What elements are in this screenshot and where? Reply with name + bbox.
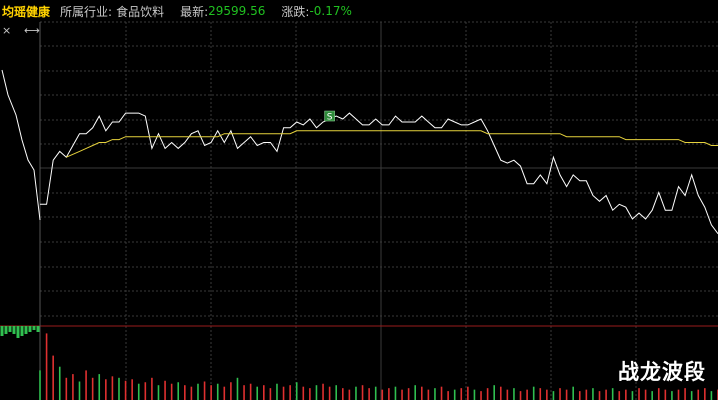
stock-name: 均瑶健康 [2, 4, 51, 19]
latest-label: 最新: [180, 4, 209, 19]
watermark: 战龙波段 [618, 360, 706, 384]
close-icon[interactable]: × [2, 24, 12, 37]
industry-value: 食品饮料 [116, 4, 165, 19]
latest-value: 29599.56 [208, 4, 266, 18]
price-line-open [1, 69, 41, 221]
change-label: 涨跌: [281, 4, 310, 19]
stock-header: 均瑶健康 所属行业: 食品饮料 最新: 29599.56 涨跌: -0.17% [0, 0, 718, 22]
signal-marker [324, 110, 335, 122]
resize-handle-icon[interactable]: ⟷ [24, 24, 40, 37]
avg-price-line [66, 130, 718, 158]
price-line [40, 112, 718, 234]
change-value: -0.17% [309, 4, 352, 18]
signal-marker-label: S [327, 113, 333, 123]
industry-label: 所属行业: [60, 4, 113, 19]
